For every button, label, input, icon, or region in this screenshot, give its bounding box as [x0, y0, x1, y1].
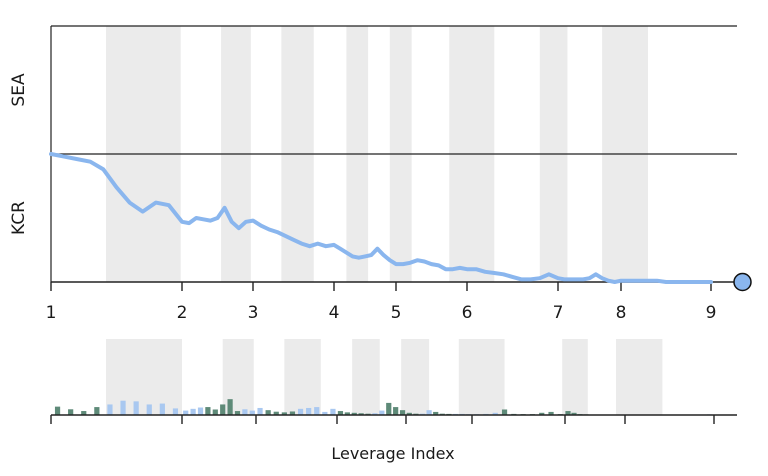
- bar-3: [81, 411, 87, 415]
- bar-8: [146, 404, 152, 415]
- bar-1: [54, 406, 61, 415]
- panel-label-kcr: KCR: [9, 201, 29, 235]
- top-x-tick-label: 4: [329, 303, 340, 323]
- bar-24: [281, 412, 287, 415]
- bar-18: [234, 411, 241, 415]
- bar-62: [571, 412, 577, 415]
- bar-19: [242, 409, 248, 415]
- bar-4: [94, 407, 100, 415]
- bar-30: [330, 408, 336, 415]
- bar-7: [133, 401, 139, 415]
- bar-25: [289, 411, 296, 415]
- bar-9: [159, 403, 165, 415]
- bar-13: [197, 407, 204, 415]
- bar-34: [358, 413, 364, 415]
- top-x-tick-label: 7: [553, 303, 564, 323]
- bar-37: [379, 410, 385, 415]
- bar-53: [492, 412, 498, 415]
- bar-36: [372, 413, 378, 415]
- bar-28: [314, 407, 320, 415]
- top-x-tick-label: 9: [706, 303, 717, 323]
- bottom-shaded-band-5: [401, 339, 430, 415]
- bar-38: [386, 402, 392, 415]
- bottom-shaded-band-8: [616, 339, 663, 415]
- bar-31: [337, 411, 344, 415]
- bar-22: [265, 410, 271, 415]
- bar-20: [249, 410, 255, 415]
- top-x-axis-ticks: 1 2 3 4 5 6 7 8 9: [46, 282, 717, 323]
- bar-29: [322, 411, 328, 415]
- bar-41: [406, 412, 412, 415]
- bar-32: [344, 412, 350, 415]
- bar-54: [501, 409, 508, 415]
- bottom-shaded-band-1: [106, 339, 182, 415]
- series-end-marker: [733, 272, 752, 292]
- top-x-tick-label: 1: [46, 303, 57, 323]
- bottom-shaded-band-7: [562, 339, 588, 415]
- bar-33: [351, 412, 357, 415]
- x-axis-label: Leverage Index: [331, 444, 454, 463]
- top-x-tick-label: 2: [177, 303, 188, 323]
- top-x-tick-label: 6: [462, 303, 473, 323]
- bar-27: [306, 407, 312, 415]
- bar-40: [399, 410, 406, 415]
- bar-21: [257, 407, 263, 415]
- bar-23: [273, 411, 279, 415]
- bottom-x-axis-ticks: [50, 415, 715, 424]
- bar-15: [212, 409, 218, 415]
- bar-12: [190, 408, 196, 415]
- bar-44: [426, 410, 432, 415]
- bar-2: [68, 409, 74, 415]
- bar-45: [433, 411, 439, 415]
- bottom-shaded-band-2: [222, 339, 254, 415]
- bottom-shaded-band-6: [458, 339, 505, 415]
- bar-16: [220, 404, 226, 415]
- top-x-tick-label: 3: [248, 303, 259, 323]
- bar-10: [172, 408, 179, 415]
- kcr-series-line: [49, 152, 713, 284]
- bar-14: [205, 407, 211, 415]
- bottom-panel-shaded-bands: [106, 339, 663, 415]
- bar-11: [183, 410, 189, 415]
- bar-58: [539, 412, 545, 415]
- bar-61: [565, 411, 571, 415]
- bottom-shaded-band-4: [352, 339, 380, 415]
- bar-26: [297, 408, 304, 415]
- panel-label-sea: SEA: [9, 73, 29, 107]
- bar-59: [548, 411, 554, 415]
- bar-39: [393, 407, 399, 415]
- top-x-tick-label: 8: [616, 303, 627, 323]
- bar-6: [120, 400, 126, 415]
- bar-17: [227, 399, 233, 415]
- bar-5: [107, 404, 113, 415]
- top-x-tick-label: 5: [391, 303, 402, 323]
- bottom-shaded-band-3: [284, 339, 321, 415]
